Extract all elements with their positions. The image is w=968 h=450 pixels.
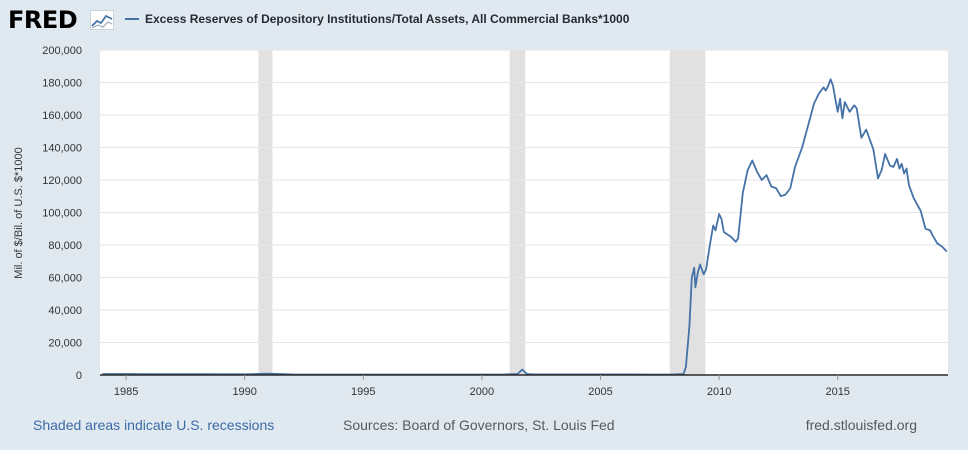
x-tick-label: 2010 <box>707 386 731 398</box>
x-tick-label: 2005 <box>588 386 612 398</box>
x-tick-label: 1995 <box>351 386 375 398</box>
y-tick-label: 100,000 <box>42 208 82 220</box>
x-tick-label: 2000 <box>470 386 494 398</box>
y-tick-label: 0 <box>76 370 82 382</box>
sources-text: Sources: Board of Governors, St. Louis F… <box>343 417 615 433</box>
y-tick-label: 60,000 <box>48 273 82 285</box>
x-tick-label: 1985 <box>114 386 138 398</box>
series-title[interactable]: Excess Reserves of Depository Institutio… <box>145 12 630 26</box>
x-tick-label: 2015 <box>825 386 849 398</box>
fred-logo-graph-icon <box>90 10 114 30</box>
gridlines <box>100 49 948 343</box>
chart-header: FRED Excess Reserves of Depository Insti… <box>0 0 968 40</box>
x-tick-labels: 1985 1990 1995 2000 2005 2010 2015 <box>114 375 850 398</box>
y-tick-label: 80,000 <box>48 240 82 252</box>
recession-note: Shaded areas indicate U.S. recessions <box>33 417 275 433</box>
y-tick-label: 120,000 <box>42 175 82 187</box>
y-tick-label: 200,000 <box>42 45 82 57</box>
y-tick-label: 140,000 <box>42 143 82 155</box>
legend-swatch <box>125 18 139 20</box>
y-tick-label: 20,000 <box>48 338 82 350</box>
y-axis-label: Mil. of $/Bil. of U.S. $*1000 <box>13 147 25 278</box>
y-tick-label: 180,000 <box>42 78 82 90</box>
y-tick-label: 160,000 <box>42 110 82 122</box>
y-tick-labels: 0 20,000 40,000 60,000 80,000 100,000 120,000 1… <box>42 45 82 382</box>
fred-logo[interactable]: FRED <box>8 6 78 34</box>
y-tick-label: 40,000 <box>48 305 82 317</box>
site-link[interactable]: fred.stlouisfed.org <box>805 417 917 433</box>
x-tick-label: 1990 <box>232 386 256 398</box>
